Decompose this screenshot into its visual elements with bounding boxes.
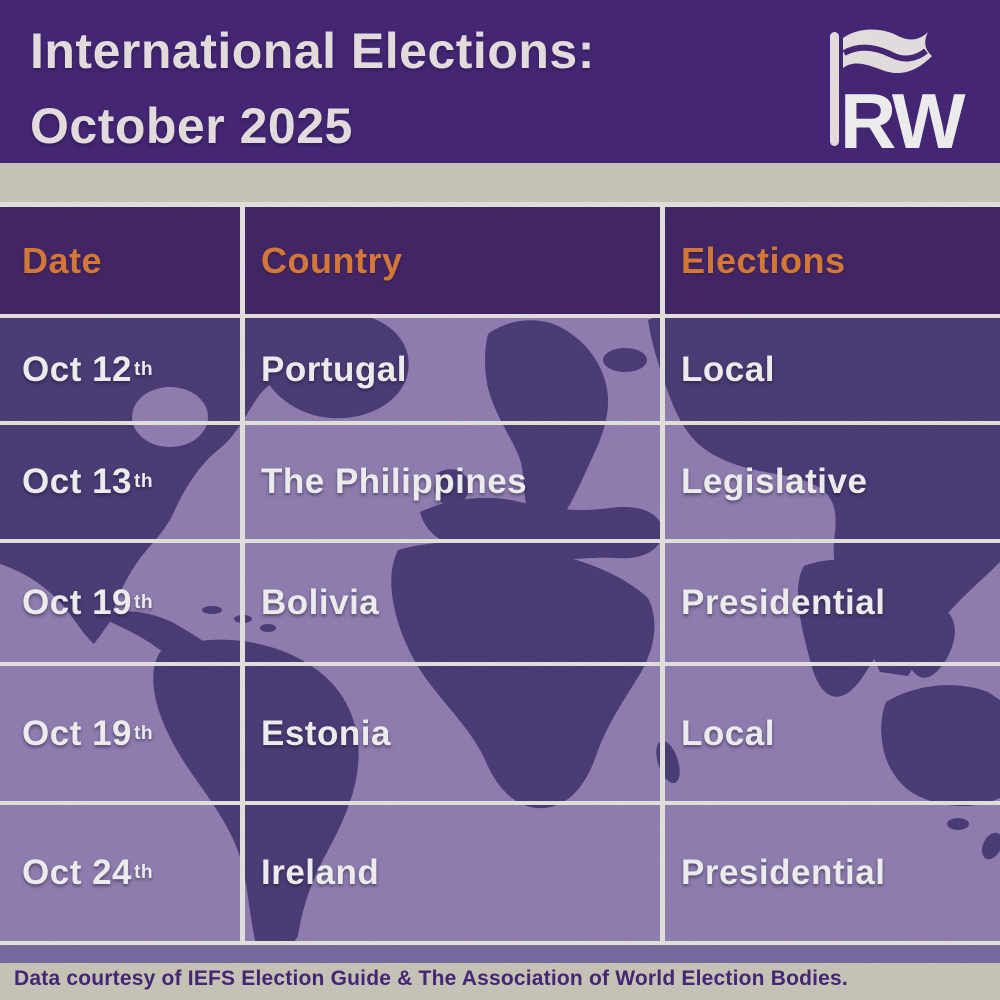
date-text: Oct 13 bbox=[22, 462, 132, 501]
elections-cell: Presidential bbox=[665, 805, 1000, 945]
column-header-elections: Elections bbox=[665, 207, 1000, 318]
column-header-date: Date bbox=[0, 207, 245, 318]
country-cell: Estonia bbox=[245, 666, 665, 805]
elections-cell: Legislative bbox=[665, 425, 1000, 543]
date-suffix: th bbox=[134, 862, 154, 883]
date-suffix: th bbox=[134, 471, 154, 492]
elections-cell: Local bbox=[665, 666, 1000, 805]
elections-cell: Local bbox=[665, 318, 1000, 425]
date-suffix: th bbox=[134, 722, 154, 744]
rw-logo: RW bbox=[830, 29, 969, 152]
date-text: Oct 19 bbox=[22, 582, 132, 622]
date-text: Oct 19 bbox=[22, 713, 132, 753]
header-banner: International Elections: October 2025 RW bbox=[0, 0, 1000, 163]
country-cell: The Philippines bbox=[245, 425, 665, 543]
country-cell: Portugal bbox=[245, 318, 665, 425]
date-text: Oct 12 bbox=[22, 349, 132, 389]
footer-credit: Data courtesy of IEFS Election Guide & T… bbox=[14, 967, 848, 990]
date-suffix: th bbox=[134, 358, 154, 380]
page-title-line1: International Elections: bbox=[30, 23, 595, 79]
page-title-line2: October 2025 bbox=[30, 98, 353, 154]
country-cell: Ireland bbox=[245, 805, 665, 945]
page-title: International Elections: October 2025 bbox=[30, 14, 595, 164]
elections-cell: Presidential bbox=[665, 543, 1000, 666]
logo-text: RW bbox=[840, 77, 966, 152]
date-text: Oct 24 bbox=[22, 853, 132, 892]
column-header-country: Country bbox=[245, 207, 665, 318]
date-suffix: th bbox=[134, 591, 154, 613]
country-cell: Bolivia bbox=[245, 543, 665, 666]
footer-divider-strip bbox=[0, 945, 1000, 963]
